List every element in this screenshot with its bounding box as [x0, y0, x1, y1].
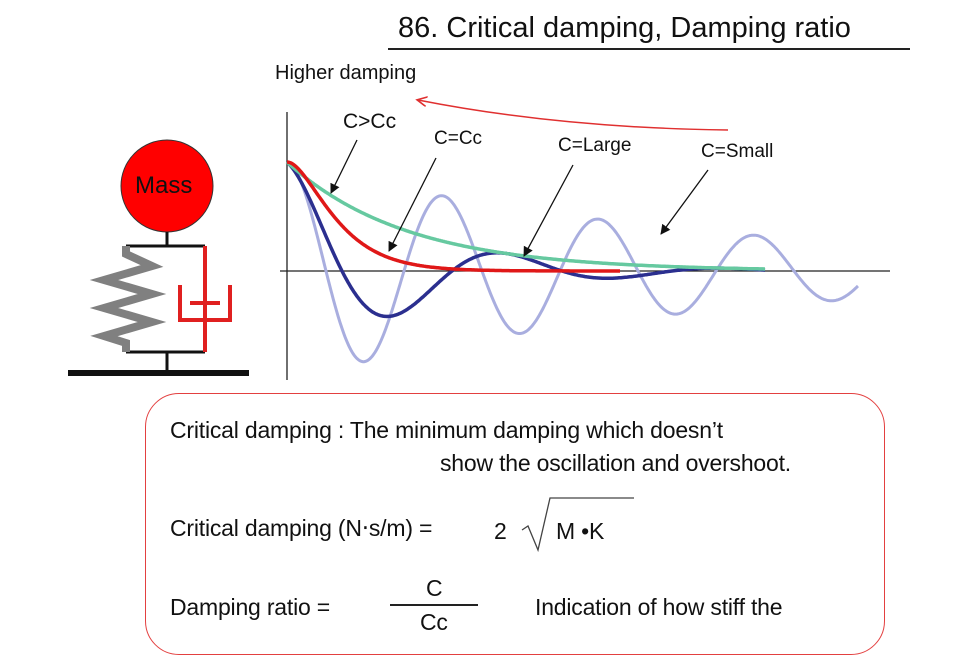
- curve-small-damping: [286, 160, 860, 364]
- ratio-numerator: C: [426, 575, 443, 601]
- definition-line-2: show the oscillation and overshoot.: [440, 450, 791, 476]
- label-large: C=Large: [558, 135, 632, 156]
- pointer-small: [660, 169, 709, 235]
- ratio-denominator: Cc: [420, 609, 448, 635]
- damper: [178, 246, 232, 352]
- higher-damping-arrow: [418, 100, 729, 131]
- definition-box: [145, 393, 885, 655]
- title-underline: [388, 48, 910, 50]
- definition-line-1: Critical damping : The minimum damping w…: [170, 417, 723, 443]
- formula-radicand: M •K: [556, 518, 605, 544]
- label-critical: C=Cc: [434, 128, 483, 149]
- page-title: 86. Critical damping, Damping ratio: [398, 12, 851, 44]
- label-over-damped: C>Cc: [343, 110, 397, 133]
- higher-damping-label: Higher damping: [275, 62, 417, 84]
- sqrt-symbol: [521, 497, 634, 553]
- curve-large-damping: [285, 160, 766, 319]
- ratio-label: Damping ratio =: [170, 594, 330, 620]
- formula-coefficient: 2: [494, 518, 507, 544]
- label-small: C=Small: [701, 141, 774, 162]
- damping-diagram: [68, 0, 890, 380]
- pointer-large: [523, 164, 574, 257]
- mass-label: Mass: [135, 172, 193, 199]
- mass-spring-damper-model: [68, 139, 249, 376]
- ratio-note: Indication of how stiff the: [535, 594, 783, 620]
- ratio-fraction-bar: [390, 604, 478, 606]
- pointer-critical: [388, 157, 437, 252]
- spring-coil: [89, 246, 167, 352]
- pointer-over: [330, 139, 358, 194]
- formula-label: Critical damping (N‧s/m) =: [170, 515, 433, 541]
- curve-critical-damping: [286, 160, 620, 273]
